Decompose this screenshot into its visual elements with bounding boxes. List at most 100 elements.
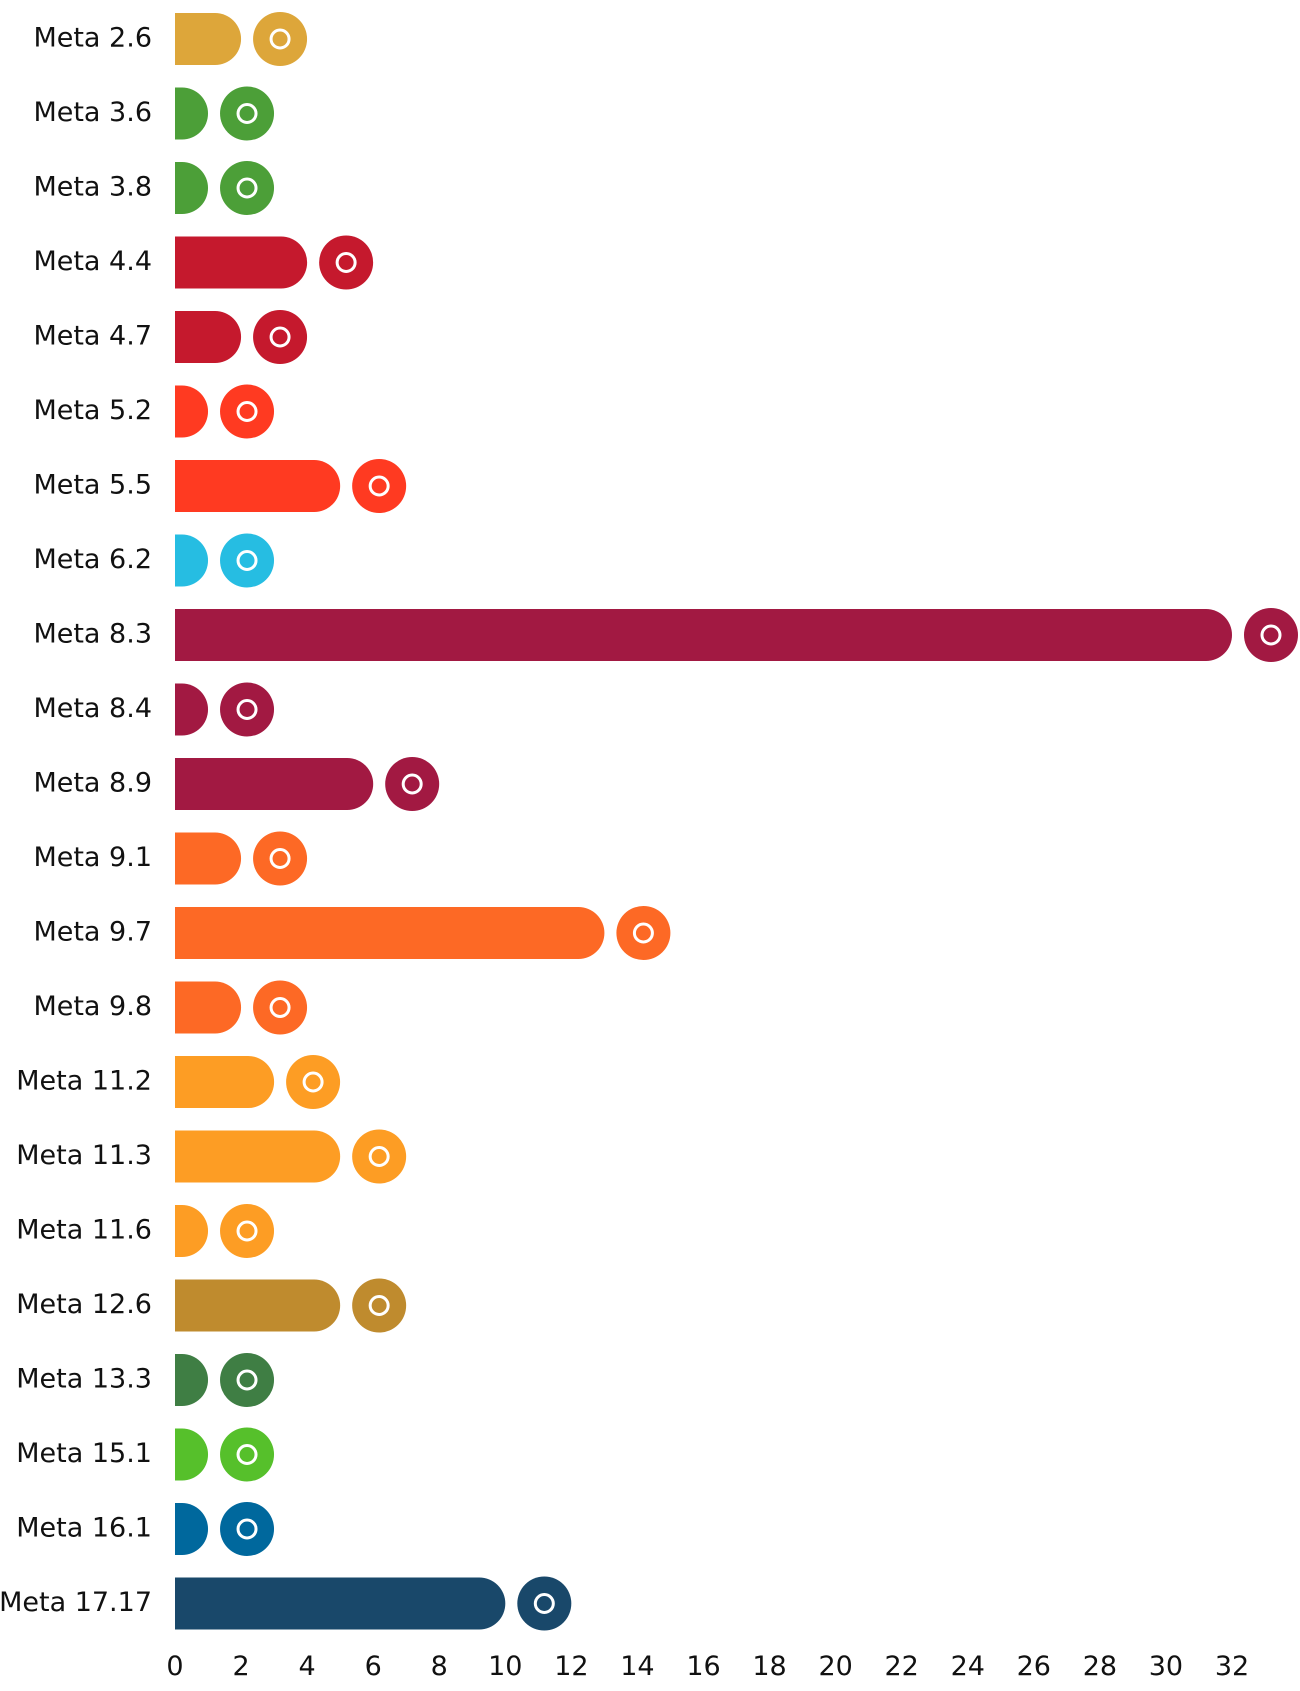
y-tick-label: Meta 12.6 bbox=[16, 1289, 152, 1320]
x-tick-label: 12 bbox=[554, 1651, 588, 1682]
y-tick-label: Meta 5.2 bbox=[33, 395, 152, 426]
x-tick-label: 4 bbox=[299, 1651, 316, 1682]
goal-icon-glyph bbox=[335, 252, 357, 273]
y-tick-label: Meta 11.3 bbox=[16, 1140, 152, 1171]
goal-icon-glyph bbox=[236, 177, 258, 199]
goal-icon bbox=[1244, 608, 1298, 662]
y-tick-label: Meta 2.6 bbox=[33, 23, 152, 54]
goal-icon-glyph bbox=[269, 326, 291, 348]
y-tick-label: Meta 13.3 bbox=[16, 1364, 152, 1395]
x-tick-label: 32 bbox=[1215, 1651, 1249, 1682]
y-tick-label: Meta 5.5 bbox=[33, 470, 152, 501]
goal-icon bbox=[385, 757, 440, 811]
goal-icon bbox=[253, 980, 308, 1035]
goal-icon bbox=[220, 1502, 275, 1556]
goal-icon bbox=[220, 533, 275, 588]
y-tick-label: Meta 11.6 bbox=[16, 1215, 152, 1246]
goal-icon bbox=[220, 86, 275, 141]
bar bbox=[175, 1503, 209, 1555]
x-tick-label: 18 bbox=[752, 1651, 786, 1682]
y-tick-label: Meta 8.4 bbox=[33, 693, 152, 724]
y-tick-label: Meta 4.4 bbox=[33, 246, 152, 277]
y-tick-label: Meta 6.2 bbox=[33, 544, 152, 575]
goal-icon-glyph bbox=[368, 475, 390, 497]
y-tick-label: Meta 3.8 bbox=[33, 172, 152, 203]
bar bbox=[175, 1130, 341, 1183]
bar bbox=[175, 385, 209, 438]
bar bbox=[175, 832, 242, 885]
goal-icon-glyph bbox=[236, 699, 258, 720]
goal-icon bbox=[616, 906, 671, 960]
y-tick-label: Meta 16.1 bbox=[16, 1513, 152, 1544]
x-tick-label: 20 bbox=[818, 1651, 852, 1682]
goal-icon-glyph bbox=[269, 28, 291, 50]
x-tick-label: 6 bbox=[365, 1651, 382, 1682]
goal-icon-glyph bbox=[368, 1146, 390, 1167]
goal-icon-glyph bbox=[401, 773, 423, 795]
goal-icon-glyph bbox=[269, 997, 291, 1018]
y-tick-label: Meta 17.17 bbox=[0, 1587, 152, 1618]
y-tick-label: Meta 9.1 bbox=[33, 842, 152, 873]
x-tick-label: 24 bbox=[951, 1651, 985, 1682]
goal-icon bbox=[517, 1576, 572, 1631]
bar bbox=[175, 907, 605, 959]
goal-icon-glyph bbox=[236, 1220, 258, 1242]
x-tick-label: 10 bbox=[488, 1651, 522, 1682]
y-tick-label: Meta 9.7 bbox=[33, 917, 152, 948]
bar bbox=[175, 162, 209, 214]
goal-icon bbox=[253, 12, 308, 66]
goal-icon bbox=[220, 1427, 275, 1482]
goal-icon bbox=[220, 1353, 275, 1407]
goal-icon-glyph bbox=[236, 1369, 258, 1391]
goal-icon-glyph bbox=[632, 922, 654, 944]
goal-icon bbox=[253, 831, 308, 886]
goal-icon-glyph bbox=[236, 103, 258, 124]
bar bbox=[175, 13, 242, 65]
goal-icon-glyph bbox=[269, 848, 291, 869]
bar bbox=[175, 1205, 209, 1257]
bar bbox=[175, 236, 308, 289]
goal-icon bbox=[220, 682, 275, 737]
bar bbox=[175, 1056, 275, 1108]
goal-icon bbox=[286, 1055, 341, 1109]
goal-icon bbox=[319, 235, 374, 290]
goal-icon bbox=[220, 384, 275, 439]
goal-icon-glyph bbox=[533, 1593, 555, 1614]
goal-icon-glyph bbox=[236, 550, 258, 571]
goal-icon bbox=[352, 1278, 407, 1333]
goal-icon-glyph bbox=[236, 1518, 258, 1540]
bar bbox=[175, 1279, 341, 1332]
y-tick-label: Meta 4.7 bbox=[33, 321, 152, 352]
y-tick-label: Meta 3.6 bbox=[33, 97, 152, 128]
goal-icon bbox=[352, 459, 407, 513]
bar bbox=[175, 683, 209, 736]
x-tick-label: 16 bbox=[686, 1651, 720, 1682]
y-tick-label: Meta 15.1 bbox=[16, 1438, 152, 1469]
x-tick-label: 28 bbox=[1083, 1651, 1117, 1682]
goal-icon-glyph bbox=[236, 1444, 258, 1465]
bar bbox=[175, 981, 242, 1034]
x-tick-label: 26 bbox=[1017, 1651, 1051, 1682]
bar bbox=[175, 1428, 209, 1481]
x-tick-label: 22 bbox=[885, 1651, 919, 1682]
bar bbox=[175, 609, 1232, 661]
bar bbox=[175, 311, 242, 363]
goal-icon bbox=[352, 1129, 407, 1184]
bar bbox=[175, 534, 209, 587]
bar bbox=[175, 87, 209, 140]
bar bbox=[175, 1577, 506, 1630]
bar bbox=[175, 1354, 209, 1406]
x-tick-label: 8 bbox=[431, 1651, 448, 1682]
x-tick-label: 0 bbox=[166, 1651, 183, 1682]
y-tick-label: Meta 8.9 bbox=[33, 768, 152, 799]
bar bbox=[175, 758, 374, 810]
goal-icon-glyph bbox=[236, 401, 258, 422]
goal-icon bbox=[253, 310, 308, 364]
y-tick-label: Meta 11.2 bbox=[16, 1066, 152, 1097]
x-tick-label: 30 bbox=[1149, 1651, 1183, 1682]
y-tick-label: Meta 8.3 bbox=[33, 619, 152, 650]
goal-icon bbox=[220, 1204, 275, 1258]
goal-icon-glyph bbox=[302, 1071, 324, 1093]
goal-icon-glyph bbox=[1260, 624, 1282, 646]
